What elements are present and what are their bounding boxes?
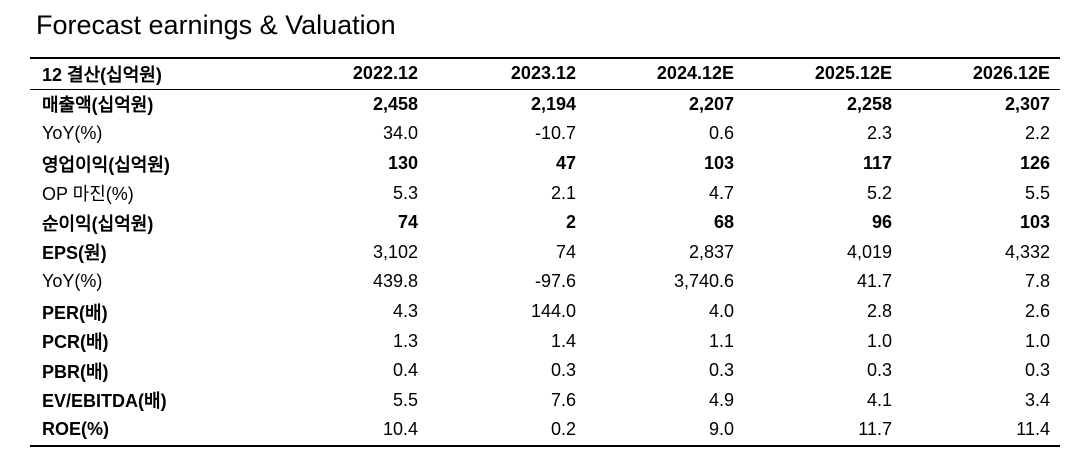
table-body: 매출액(십억원) 2,458 2,194 2,207 2,258 2,307 YoY(%) 3… [30,89,1060,446]
cell: 2,837 [688,241,734,262]
cell: 5.5 [392,389,418,410]
row-label: YoY(%) [42,123,103,144]
row-label: PCR(배) [42,332,109,353]
cell: 103 [1019,212,1050,233]
table-row: PER(배) 4.3 144.0 4.0 2.8 2.6 [30,297,1060,327]
cell: 41.7 [856,271,892,292]
cell: 0.6 [708,123,734,144]
cell: 144.0 [530,301,576,322]
cell: 3,102 [372,241,418,262]
header-cell: 2026.12E [972,63,1050,84]
table-row: OP 마진(%) 5.3 2.1 4.7 5.2 5.5 [30,178,1060,208]
table-row: 매출액(십억원) 2,458 2,194 2,207 2,258 2,307 [30,89,1060,119]
table-title: Forecast earnings & Valuation [36,10,396,40]
header-cell: 2024.12E [656,63,734,84]
cell: 4.9 [708,389,734,410]
cell: 2 [565,212,576,233]
cell: 2.3 [866,123,892,144]
cell: 10.4 [382,419,418,440]
cell: 2,458 [372,93,418,114]
cell: 5.2 [866,182,892,203]
cell: 0.4 [392,360,418,381]
cell: 1.0 [866,330,892,351]
header-cell: 12 결산(십억원) [42,64,162,85]
cell: 4.1 [866,389,892,410]
cell: 439.8 [372,271,418,292]
table-row: PBR(배) 0.4 0.3 0.3 0.3 0.3 [30,356,1060,386]
row-label: EPS(원) [42,243,107,264]
cell: -10.7 [534,123,576,144]
row-label: EV/EBITDA(배) [42,391,167,412]
table-row: ROE(%) 10.4 0.2 9.0 11.7 11.4 [30,415,1060,446]
cell: 2,258 [846,93,892,114]
table-row: YoY(%) 439.8 -97.6 3,740.6 41.7 7.8 [30,267,1060,297]
cell: 11.4 [1016,419,1050,440]
cell: 34.0 [382,123,418,144]
cell: 4,332 [1004,241,1050,262]
cell: 5.3 [392,182,418,203]
forecast-table: 12 결산(십억원) 2022.12 2023.12 2024.12E 2025.12E… [30,57,1060,447]
cell: 74 [397,212,418,233]
cell: 1.3 [392,330,418,351]
cell: 0.3 [550,360,576,381]
table-row: YoY(%) 34.0 -10.7 0.6 2.3 2.2 [30,119,1060,149]
table-row: PCR(배) 1.3 1.4 1.1 1.0 1.0 [30,326,1060,356]
row-label: 매출액(십억원) [42,95,154,116]
cell: 3.4 [1024,389,1050,410]
cell: 130 [387,153,418,174]
header-cell: 2023.12 [510,63,576,84]
cell: 9.0 [708,419,734,440]
cell: 1.1 [708,330,734,351]
cell: 103 [703,153,734,174]
table-row: EPS(원) 3,102 74 2,837 4,019 4,332 [30,238,1060,268]
cell: 4.3 [392,301,418,322]
table-row: 영업이익(십억원) 130 47 103 117 126 [30,149,1060,179]
cell: 0.3 [866,360,892,381]
cell: 96 [871,212,892,233]
cell: 2.1 [550,182,576,203]
cell: 0.3 [708,360,734,381]
cell: 3,740.6 [673,271,734,292]
cell: 4,019 [846,241,892,262]
cell: -97.6 [534,271,576,292]
cell: 2,307 [1004,93,1050,114]
table-row: 순이익(십억원) 74 2 68 96 103 [30,208,1060,238]
cell: 2,207 [688,93,734,114]
cell: 68 [713,212,734,233]
cell: 5.5 [1024,182,1050,203]
cell: 4.0 [708,301,734,322]
cell: 2.2 [1024,123,1050,144]
table-row: EV/EBITDA(배) 5.5 7.6 4.9 4.1 3.4 [30,386,1060,416]
cell: 117 [862,153,892,174]
cell: 47 [555,153,576,174]
cell: 1.0 [1024,330,1050,351]
cell: 2.8 [866,301,892,322]
cell: 2,194 [530,93,576,114]
cell: 7.8 [1024,271,1050,292]
header-cell: 2022.12 [352,63,418,84]
row-label: OP 마진(%) [42,184,134,205]
row-label: PER(배) [42,302,108,323]
cell: 2.6 [1024,301,1050,322]
header-row: 12 결산(십억원) 2022.12 2023.12 2024.12E 2025.12E… [30,58,1060,90]
table-header: 12 결산(십억원) 2022.12 2023.12 2024.12E 2025.12E… [30,58,1060,90]
cell: 74 [555,241,576,262]
row-label: PBR(배) [42,361,109,382]
row-label: 순이익(십억원) [42,213,154,234]
cell: 7.6 [550,389,576,410]
row-label: 영업이익(십억원) [42,154,170,175]
row-label: ROE(%) [42,419,109,440]
cell: 1.4 [550,330,576,351]
header-cell: 2025.12E [814,63,892,84]
cell: 0.3 [1024,360,1050,381]
cell: 126 [1019,153,1050,174]
cell: 11.7 [858,419,892,440]
row-label: YoY(%) [42,271,103,292]
cell: 4.7 [708,182,734,203]
cell: 0.2 [550,419,576,440]
